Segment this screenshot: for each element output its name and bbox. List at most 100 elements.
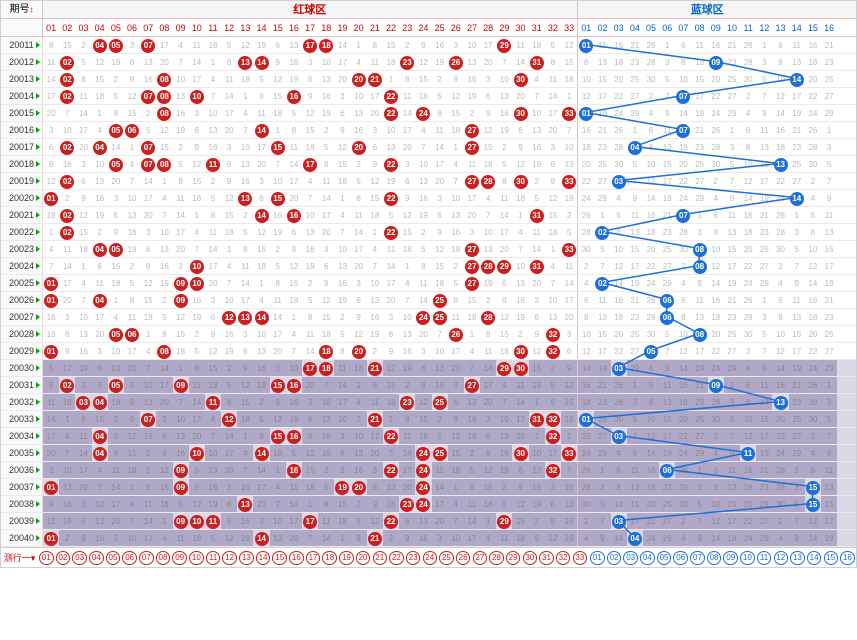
period-cell[interactable]: 20038 — [1, 496, 43, 512]
footer-red-cell[interactable]: 09 — [172, 551, 186, 565]
period-cell[interactable]: 20037 — [1, 479, 43, 495]
miss-cell: 15 — [464, 292, 480, 308]
period-cell[interactable]: 20027 — [1, 309, 43, 325]
footer-red-cell[interactable]: 29 — [506, 551, 520, 565]
footer-red-cell[interactable]: 32 — [556, 551, 570, 565]
period-cell[interactable]: 20036 — [1, 462, 43, 478]
footer-red-cell[interactable]: 24 — [423, 551, 437, 565]
red-ball: 04 — [93, 243, 107, 257]
miss-cell: 20 — [286, 190, 302, 206]
miss-cell: 29 — [756, 275, 772, 291]
period-cell[interactable]: 20035 — [1, 445, 43, 461]
miss-cell: 17 — [221, 105, 237, 121]
footer-red-cell[interactable]: 27 — [473, 551, 487, 565]
miss-cell: 18 — [480, 156, 496, 172]
footer-red-cell[interactable]: 30 — [523, 551, 537, 565]
period-cell[interactable]: 20039 — [1, 513, 43, 529]
miss-cell: 11 — [821, 462, 837, 478]
period-cell[interactable]: 20026 — [1, 292, 43, 308]
footer-red-cell[interactable]: 19 — [339, 551, 353, 565]
period-cell[interactable]: 20015 — [1, 105, 43, 121]
period-cell[interactable]: 20014 — [1, 88, 43, 104]
period-cell[interactable]: 20012 — [1, 54, 43, 70]
footer-blue-cell[interactable]: 06 — [673, 551, 687, 565]
footer-red-cell[interactable]: 33 — [573, 551, 587, 565]
red-col-header: 24 — [415, 19, 431, 36]
period-cell[interactable]: 20028 — [1, 326, 43, 342]
footer-red-cell[interactable]: 03 — [72, 551, 86, 565]
footer-blue-cell[interactable]: 13 — [790, 551, 804, 565]
period-cell[interactable]: 20023 — [1, 241, 43, 257]
period-cell[interactable]: 20021 — [1, 207, 43, 223]
footer-red-cell[interactable]: 16 — [289, 551, 303, 565]
footer-red-cell[interactable]: 21 — [373, 551, 387, 565]
footer-red-cell[interactable]: 12 — [222, 551, 236, 565]
footer-blue-cell[interactable]: 01 — [590, 551, 604, 565]
footer-red-cell[interactable]: 10 — [189, 551, 203, 565]
period-cell[interactable]: 20018 — [1, 156, 43, 172]
miss-cell: 4 — [611, 190, 627, 206]
footer-blue-cell[interactable]: 14 — [807, 551, 821, 565]
footer-red-cell[interactable]: 02 — [56, 551, 70, 565]
footer-red-cell[interactable]: 20 — [356, 551, 370, 565]
period-cell[interactable]: 20017 — [1, 139, 43, 155]
footer-red-cell[interactable]: 15 — [272, 551, 286, 565]
period-cell[interactable]: 20016 — [1, 122, 43, 138]
footer-red-cell[interactable]: 01 — [39, 551, 53, 565]
miss-cell: 9 — [512, 479, 528, 495]
miss-cell: 5 — [221, 377, 237, 393]
footer-red-cell[interactable]: 28 — [489, 551, 503, 565]
footer-red-cell[interactable]: 05 — [106, 551, 120, 565]
period-cell[interactable]: 20032 — [1, 394, 43, 410]
footer-red-cell[interactable]: 07 — [139, 551, 153, 565]
period-cell[interactable]: 20011 — [1, 37, 43, 53]
red-ball: 13 — [238, 56, 252, 70]
footer-blue-cell[interactable]: 10 — [740, 551, 754, 565]
period-cell[interactable]: 20020 — [1, 190, 43, 206]
period-cell[interactable]: 20019 — [1, 173, 43, 189]
miss-cell: 14 — [237, 275, 253, 291]
footer-red-cell[interactable]: 06 — [122, 551, 136, 565]
period-cell[interactable]: 20022 — [1, 224, 43, 240]
footer-blue-cell[interactable]: 09 — [723, 551, 737, 565]
miss-cell: 8 — [578, 309, 594, 325]
footer-blue-cell[interactable]: 05 — [657, 551, 671, 565]
footer-blue-cell[interactable]: 16 — [840, 551, 854, 565]
footer-red-cell[interactable]: 17 — [306, 551, 320, 565]
footer-red-cell[interactable]: 08 — [156, 551, 170, 565]
red-col-header: 16 — [286, 19, 302, 36]
footer-red-cell[interactable]: 23 — [406, 551, 420, 565]
footer-blue-cell[interactable]: 11 — [757, 551, 771, 565]
footer-blue-cell[interactable]: 04 — [640, 551, 654, 565]
footer-red-cell[interactable]: 25 — [439, 551, 453, 565]
footer-red-cell[interactable]: 18 — [322, 551, 336, 565]
blue-ball: 09 — [709, 56, 723, 70]
footer-red-cell[interactable]: 04 — [89, 551, 103, 565]
footer-red-cell[interactable]: 11 — [206, 551, 220, 565]
period-cell[interactable]: 20040 — [1, 530, 43, 546]
footer-red-cell[interactable]: 31 — [539, 551, 553, 565]
period-cell[interactable]: 20024 — [1, 258, 43, 274]
footer-blue-cell[interactable]: 15 — [824, 551, 838, 565]
footer-blue-cell[interactable]: 07 — [690, 551, 704, 565]
period-cell[interactable]: 20025 — [1, 275, 43, 291]
period-cell[interactable]: 20031 — [1, 377, 43, 393]
period-cell[interactable]: 20013 — [1, 71, 43, 87]
miss-cell: 26 — [708, 122, 724, 138]
footer-red-cell[interactable]: 22 — [389, 551, 403, 565]
footer-red-cell[interactable]: 13 — [239, 551, 253, 565]
footer-blue-cell[interactable]: 02 — [607, 551, 621, 565]
miss-cell: 10 — [480, 224, 496, 240]
footer-blue-cell[interactable]: 08 — [707, 551, 721, 565]
footer-blue-cell[interactable]: 03 — [623, 551, 637, 565]
period-header[interactable]: 期号↕ — [1, 1, 43, 18]
period-cell[interactable]: 20034 — [1, 428, 43, 444]
miss-cell: 17 — [594, 88, 610, 104]
period-cell[interactable]: 20033 — [1, 411, 43, 427]
footer-red-cell[interactable]: 14 — [256, 551, 270, 565]
footer-label[interactable]: 测行一▾ — [1, 551, 38, 564]
period-cell[interactable]: 20029 — [1, 343, 43, 359]
period-cell[interactable]: 20030 — [1, 360, 43, 376]
footer-blue-cell[interactable]: 12 — [774, 551, 788, 565]
footer-red-cell[interactable]: 26 — [456, 551, 470, 565]
